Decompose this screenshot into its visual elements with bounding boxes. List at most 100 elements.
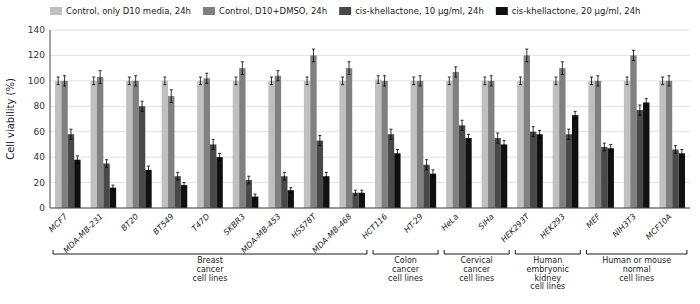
x-tick-label: HeLa: [440, 212, 461, 233]
group-label: Humanembryonickidneycell lines: [527, 256, 569, 291]
error-bar: [306, 77, 309, 85]
bar: [103, 164, 109, 209]
error-bar-cap: [276, 80, 279, 81]
error-bar: [377, 76, 380, 84]
error-bar-cap: [596, 85, 599, 86]
error-bar-cap: [638, 115, 641, 116]
bar: [430, 174, 436, 208]
bar: [197, 81, 203, 208]
bar: [446, 81, 452, 208]
group-label-line: cell lines: [459, 274, 494, 283]
error-bar-cap: [503, 148, 506, 149]
group-label-line: cancer: [197, 265, 225, 274]
error-bar: [163, 77, 166, 85]
error-bar-line: [504, 141, 505, 149]
error-bar: [170, 90, 173, 103]
error-bar-line: [378, 76, 379, 84]
error-bar-cap: [199, 84, 202, 85]
error-bar-cap: [525, 49, 528, 50]
error-bar-cap: [383, 75, 386, 76]
error-bar-cap: [389, 129, 392, 130]
group-bracket: [586, 250, 687, 254]
bar: [168, 96, 174, 208]
error-bar-cap: [431, 177, 434, 178]
x-tick-label: T47D: [190, 212, 211, 233]
error-bar: [590, 77, 593, 85]
error-bar: [270, 77, 273, 85]
error-bar: [454, 67, 457, 77]
error-bar-line: [468, 134, 469, 142]
error-bar-cap: [668, 85, 671, 86]
error-bar-cap: [419, 75, 422, 76]
error-bar-cap: [348, 61, 351, 62]
error-bar-cap: [183, 187, 186, 188]
error-bar-cap: [99, 70, 102, 71]
error-bar-cap: [163, 77, 166, 78]
error-bar: [63, 76, 66, 86]
error-bar-cap: [147, 166, 150, 167]
error-bar-line: [235, 77, 236, 85]
error-bar-line: [646, 99, 647, 107]
y-tick-label: 100: [28, 76, 45, 86]
error-bar-line: [326, 172, 327, 180]
error-bar-cap: [377, 83, 380, 84]
error-bar-line: [213, 139, 214, 149]
group-label-line: cell lines: [619, 274, 654, 283]
bar: [346, 68, 352, 208]
bar: [68, 134, 74, 208]
error-bar: [668, 76, 671, 86]
legend-label: cis-khellactone, 10 μg/ml, 24h: [355, 6, 484, 16]
bar: [488, 81, 494, 208]
error-bar-line: [106, 160, 107, 168]
bar: [162, 81, 168, 208]
error-bar: [283, 172, 286, 180]
error-bar-line: [533, 127, 534, 137]
error-bar: [525, 49, 528, 62]
error-bar-cap: [111, 190, 114, 191]
bar: [423, 165, 429, 208]
error-bar-cap: [538, 130, 541, 131]
error-bar: [141, 101, 144, 111]
error-bar-cap: [496, 143, 499, 144]
error-bar-cap: [360, 195, 363, 196]
x-tick-label: MDA-MB-468: [311, 212, 354, 255]
bar: [566, 134, 572, 208]
group-bracket-line: [515, 250, 580, 254]
bar: [459, 125, 465, 208]
error-bar-line: [184, 183, 185, 188]
error-bar-cap: [76, 155, 79, 156]
legend-swatch: [50, 7, 62, 15]
error-bar-cap: [668, 75, 671, 76]
error-bar-cap: [306, 77, 309, 78]
bar: [501, 144, 507, 208]
error-bar: [325, 172, 328, 180]
error-bar: [205, 73, 208, 83]
error-bar-cap: [234, 84, 237, 85]
error-bar: [218, 153, 221, 161]
bar: [97, 77, 103, 208]
error-bar: [483, 77, 486, 85]
error-bar-line: [277, 71, 278, 81]
y-tick-label: 80: [34, 101, 46, 111]
error-bar-cap: [134, 85, 137, 86]
bar: [304, 81, 310, 208]
error-bar: [496, 133, 499, 143]
error-bar-line: [58, 77, 59, 85]
error-bar-cap: [199, 77, 202, 78]
bar: [246, 180, 252, 208]
error-bar: [241, 62, 244, 75]
error-bar-cap: [289, 187, 292, 188]
error-bar-line: [248, 176, 249, 184]
error-bar-line: [681, 150, 682, 158]
error-bar-line: [242, 62, 243, 75]
error-bar-line: [313, 49, 314, 62]
legend-swatch: [339, 7, 351, 15]
error-bar: [680, 150, 683, 158]
error-bar-cap: [170, 102, 173, 103]
error-bar-cap: [348, 74, 351, 75]
bar: [145, 170, 151, 208]
bar: [381, 81, 387, 208]
error-bar-cap: [645, 98, 648, 99]
error-bar-cap: [306, 84, 309, 85]
x-tick-label: SKBR3: [222, 212, 247, 237]
